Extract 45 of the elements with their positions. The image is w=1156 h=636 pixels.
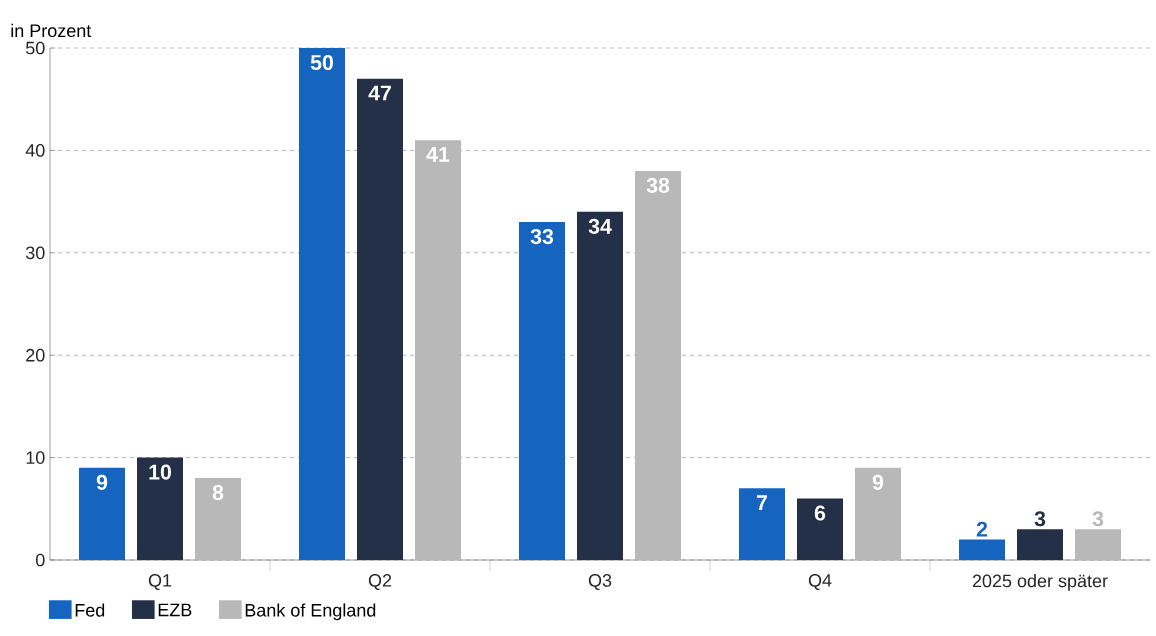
legend-label: Bank of England	[245, 603, 376, 621]
data-label: 34	[588, 218, 612, 234]
y-tick-label: 30	[25, 246, 45, 260]
legend-label: EZB	[158, 603, 192, 617]
bar	[299, 48, 345, 560]
data-label: 7	[756, 495, 767, 510]
y-tick-label: 0	[35, 553, 45, 567]
data-label: 2	[976, 521, 988, 537]
bar	[1017, 529, 1064, 560]
bar	[797, 498, 844, 560]
bar	[855, 467, 902, 560]
y-tick-label: 10	[26, 451, 45, 464]
data-label: 9	[96, 474, 108, 490]
bar	[577, 211, 624, 560]
x-tick-label: Q3	[588, 574, 612, 591]
bar	[959, 539, 1006, 560]
data-label: 33	[530, 229, 554, 245]
data-label: 41	[426, 147, 450, 162]
x-tick-label: Q2	[368, 574, 392, 591]
data-label: 50	[310, 54, 333, 71]
data-label: 10	[149, 464, 171, 480]
bar	[739, 488, 786, 560]
y-axis-title: in Prozent	[11, 23, 92, 38]
y-tick-label: 50	[25, 41, 45, 55]
data-label: 9	[872, 474, 884, 490]
x-tick-label: Q4	[808, 574, 832, 591]
x-tick-label: 2025 oder später	[972, 574, 1108, 591]
data-label: 3	[1034, 511, 1046, 527]
bar	[519, 222, 566, 560]
bar	[79, 467, 125, 560]
bar	[137, 457, 183, 560]
bar	[635, 170, 682, 560]
data-label: 8	[212, 485, 224, 501]
y-tick-label: 20	[26, 348, 45, 362]
bar	[415, 140, 461, 560]
bar	[1075, 529, 1122, 560]
data-label: 38	[646, 177, 670, 193]
y-tick-label: 40	[25, 144, 45, 157]
bar	[195, 478, 242, 560]
data-label: 47	[368, 85, 391, 101]
data-label: 6	[814, 505, 826, 521]
legend-label: Fed	[75, 603, 105, 617]
x-tick-label: Q1	[148, 574, 172, 591]
bar	[357, 78, 404, 560]
data-label: 3	[1092, 511, 1104, 527]
